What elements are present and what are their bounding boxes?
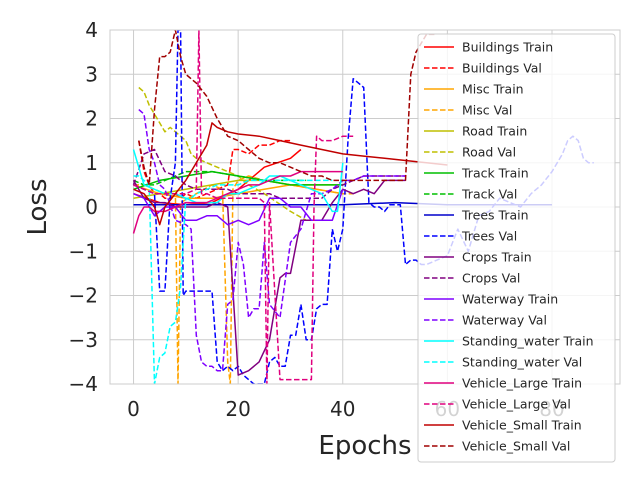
x-tick-label: 20 bbox=[225, 397, 250, 421]
x-axis-label: Epochs bbox=[318, 431, 411, 461]
legend-label-vehicle-large-train: Vehicle_Large Train bbox=[462, 376, 582, 391]
legend-label-road-train: Road Train bbox=[462, 124, 527, 139]
legend-label-track-val: Track Val bbox=[461, 187, 517, 202]
legend-label-buildings-val: Buildings Val bbox=[462, 61, 542, 76]
legend-label-trees-train: Trees Train bbox=[461, 208, 529, 223]
legend-box bbox=[417, 33, 616, 463]
legend-label-road-val: Road Val bbox=[462, 145, 516, 160]
legend-label-trees-val: Trees Val bbox=[461, 229, 517, 244]
y-tick-label: −3 bbox=[69, 328, 98, 352]
series-group bbox=[132, 30, 594, 384]
legend-label-waterway-train: Waterway Train bbox=[462, 292, 558, 307]
series-line-crops-val bbox=[132, 148, 406, 199]
legend-label-crops-train: Crops Train bbox=[462, 250, 532, 265]
legend-label-crops-val: Crops Val bbox=[462, 271, 520, 286]
series-line-standing-water-train bbox=[132, 149, 344, 213]
legend-label-vehicle-small-train: Vehicle_Small Train bbox=[462, 418, 582, 433]
y-tick-label: 0 bbox=[85, 195, 98, 219]
legend-label-buildings-train: Buildings Train bbox=[462, 40, 553, 55]
y-tick-label: −4 bbox=[69, 372, 98, 396]
y-tick-label: 1 bbox=[85, 151, 98, 175]
legend-label-waterway-val: Waterway Val bbox=[462, 313, 547, 328]
legend: Buildings Train Buildings Val Misc Train Mi… bbox=[417, 33, 616, 463]
series-line-vehicle-small-val bbox=[138, 30, 437, 186]
series-line-waterway-train bbox=[133, 189, 344, 226]
legend-label-vehicle-small-val: Vehicle_Small Val bbox=[462, 439, 570, 454]
legend-label-misc-train: Misc Train bbox=[462, 82, 524, 97]
series-line-road-val bbox=[138, 86, 307, 221]
legend-label-track-train: Track Train bbox=[461, 166, 529, 181]
legend-label-standing-water-val: Standing_water Val bbox=[462, 355, 582, 370]
y-tick-label: −1 bbox=[69, 239, 98, 263]
y-axis-label: Loss bbox=[23, 178, 53, 235]
y-tick-label: 4 bbox=[85, 18, 98, 42]
plot-frame bbox=[109, 29, 621, 385]
series-line-track-val bbox=[133, 170, 307, 186]
series-line-vehicle-small-train bbox=[133, 122, 448, 226]
legend-label-standing-water-train: Standing_water Train bbox=[462, 334, 594, 349]
series-line-crops-train bbox=[132, 179, 406, 376]
y-tick-label: −2 bbox=[69, 284, 98, 308]
legend-label-vehicle-large-val: Vehicle_Large Val bbox=[462, 397, 571, 412]
y-tick-label: 3 bbox=[85, 62, 98, 86]
y-tick-label: 2 bbox=[85, 107, 98, 131]
x-tick-label: 0 bbox=[127, 397, 140, 421]
series-line-trees-val bbox=[133, 30, 594, 384]
legend-label-misc-val: Misc Val bbox=[462, 103, 512, 118]
series-line-vehicle-large-train bbox=[132, 170, 343, 234]
x-tick-label: 40 bbox=[330, 397, 355, 421]
y-tick-labels: −4 −3 −2 −1 0 1 2 3 4 bbox=[69, 18, 98, 396]
series-line-vehicle-large-val bbox=[133, 30, 354, 384]
